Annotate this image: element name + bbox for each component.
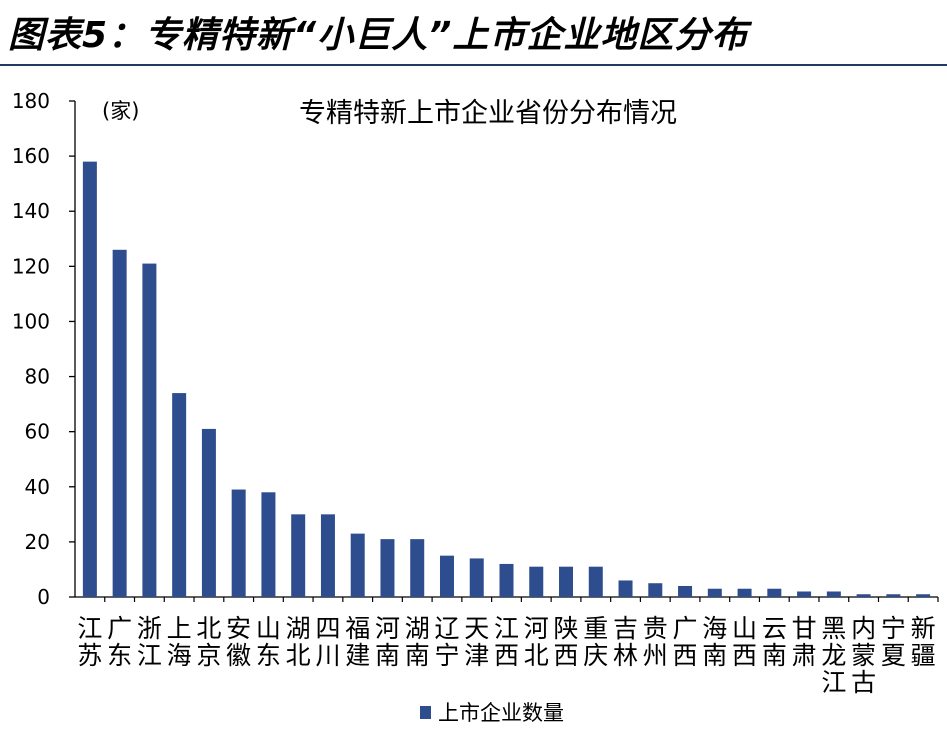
- bar-山西: [737, 588, 752, 597]
- bar-广西: [678, 585, 693, 597]
- y-tick-label: 140: [12, 199, 50, 223]
- bar-重庆: [588, 566, 603, 597]
- x-tick-label: 天津: [464, 614, 489, 670]
- bar-海南: [707, 588, 722, 597]
- y-tick-label: 100: [12, 309, 50, 333]
- bar-江苏: [82, 161, 97, 597]
- bar-河南: [380, 539, 395, 597]
- x-tick-label: 贵州: [643, 614, 668, 670]
- y-tick-label: 180: [12, 89, 50, 113]
- legend-label: 上市企业数量: [438, 701, 564, 725]
- x-tick-label: 重庆: [583, 614, 608, 670]
- x-tick-label: 新疆: [911, 614, 936, 670]
- x-tick-label: 吉林: [613, 614, 638, 670]
- x-tick-label: 河南: [375, 614, 400, 670]
- bar-黑龙江: [826, 591, 841, 597]
- x-tick-label: 黑龙江: [821, 614, 846, 697]
- x-tick-label: 辽宁: [434, 614, 459, 670]
- x-tick-label: 湖北: [286, 614, 311, 670]
- bar-贵州: [648, 583, 663, 597]
- bars-group: [82, 161, 931, 598]
- legend-swatch: [420, 706, 431, 719]
- x-tick-label: 四川: [315, 614, 340, 670]
- x-tick-label: 江苏: [77, 614, 102, 670]
- y-tick-label: 120: [12, 254, 50, 278]
- bar-上海: [172, 393, 187, 597]
- bar-湖南: [410, 539, 425, 597]
- bar-浙江: [142, 263, 157, 597]
- x-tick-label: 内蒙古: [851, 614, 876, 697]
- bar-陕西: [559, 566, 574, 597]
- bar-辽宁: [439, 555, 454, 597]
- figure-title: 图表5：专精特新“小巨人”上市企业地区分布: [8, 15, 749, 56]
- bar-安徽: [231, 489, 246, 597]
- x-tick-label: 上海: [167, 614, 192, 670]
- bar-山东: [261, 492, 276, 597]
- x-tick-label: 陕西: [554, 614, 579, 670]
- bar-福建: [350, 533, 365, 597]
- bar-江西: [499, 563, 514, 597]
- x-tick-label: 广西: [673, 614, 698, 670]
- x-axis-labels: 江苏广东浙江上海北京安徽山东湖北四川福建河南湖南辽宁天津江西河北陕西重庆吉林贵州…: [77, 614, 935, 697]
- legend: 上市企业数量: [420, 701, 564, 725]
- x-tick-label: 宁夏: [881, 614, 906, 670]
- title-rule: [0, 64, 947, 66]
- bar-广东: [112, 249, 127, 598]
- x-tick-label: 北京: [196, 614, 221, 670]
- x-tick-label: 福建: [345, 614, 370, 670]
- y-tick-label: 0: [37, 585, 50, 609]
- y-tick-label: 60: [25, 420, 50, 444]
- x-tick-label: 广东: [107, 614, 132, 670]
- bar-吉林: [618, 580, 633, 597]
- y-tick-label: 40: [25, 475, 50, 499]
- x-tick-label: 河北: [524, 614, 549, 670]
- bar-新疆: [916, 594, 931, 597]
- y-tick-label: 80: [25, 365, 50, 389]
- x-tick-label: 山东: [256, 614, 281, 670]
- bar-湖北: [291, 514, 306, 597]
- bar-河北: [529, 566, 544, 597]
- x-tick-label: 海南: [702, 614, 727, 670]
- bar-四川: [320, 514, 335, 597]
- x-tick-label: 甘肃: [792, 614, 817, 670]
- x-tick-label: 安徽: [226, 614, 251, 670]
- x-tick-label: 江西: [494, 614, 519, 670]
- unit-label: (家): [102, 99, 139, 123]
- x-tick-label: 山西: [732, 614, 757, 670]
- bar-北京: [201, 428, 216, 597]
- bar-甘肃: [797, 591, 812, 597]
- x-tick-label: 云南: [762, 614, 787, 670]
- y-axis: 0 20 40 60 80 100 120 140 160 180: [12, 89, 939, 609]
- x-tick-label: 浙江: [137, 614, 162, 670]
- bar-内蒙古: [856, 594, 871, 597]
- bar-云南: [767, 588, 782, 597]
- x-tick-label: 湖南: [405, 614, 430, 670]
- y-tick-label: 160: [12, 144, 50, 168]
- y-tick-label: 20: [25, 530, 50, 554]
- bar-天津: [469, 558, 484, 597]
- bar-宁夏: [886, 594, 901, 597]
- chart-title: 专精特新上市企业省份分布情况: [299, 98, 677, 129]
